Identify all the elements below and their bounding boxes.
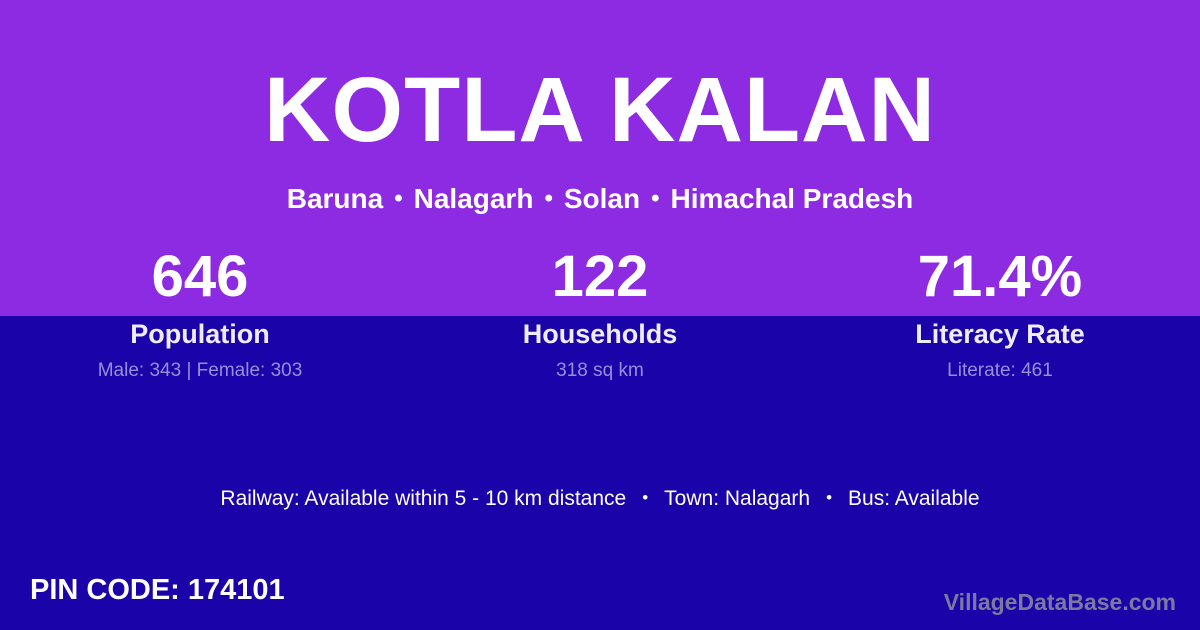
bullet-separator: •	[544, 185, 553, 212]
railway-info: Railway: Available within 5 - 10 km dist…	[220, 487, 627, 510]
site-watermark: VillageDataBase.com	[943, 589, 1176, 615]
breadcrumb-state: Himachal Pradesh	[670, 183, 914, 214]
population-value: 646	[151, 244, 249, 309]
literacy-detail: Literate: 461	[947, 360, 1053, 382]
bullet-separator: •	[642, 488, 649, 507]
literacy-label: Literacy Rate	[915, 319, 1085, 349]
location-breadcrumb: Baruna • Nalagarh • Solan • Himachal Pradesh	[0, 183, 1200, 215]
village-name-title: KOTLA KALAN	[264, 59, 936, 161]
households-label: Households	[522, 319, 678, 349]
stat-households: 122 Households 318 sq km	[400, 248, 800, 383]
bus-info: Bus: Available	[848, 487, 980, 510]
amenities-line: Railway: Available within 5 - 10 km dist…	[0, 487, 1200, 511]
bullet-separator: •	[651, 185, 660, 212]
households-detail: 318 sq km	[556, 360, 644, 382]
breadcrumb-block: Nalagarh	[413, 183, 534, 214]
town-info: Town: Nalagarh	[664, 487, 811, 510]
bullet-separator: •	[394, 185, 403, 212]
bullet-separator: •	[826, 488, 833, 507]
breadcrumb-district: Solan	[563, 183, 641, 214]
households-value: 122	[551, 244, 649, 309]
stat-literacy: 71.4% Literacy Rate Literate: 461	[800, 248, 1200, 383]
stats-row: 646 Population Male: 343 | Female: 303 1…	[0, 248, 1200, 383]
population-detail: Male: 343 | Female: 303	[97, 360, 303, 382]
pin-code-label: PIN CODE: 174101	[30, 574, 285, 606]
literacy-value: 71.4%	[917, 244, 1083, 309]
purple-header-band	[0, 0, 1200, 316]
population-label: Population	[130, 319, 270, 349]
stat-population: 646 Population Male: 343 | Female: 303	[0, 248, 400, 383]
breadcrumb-tehsil: Baruna	[286, 183, 384, 214]
